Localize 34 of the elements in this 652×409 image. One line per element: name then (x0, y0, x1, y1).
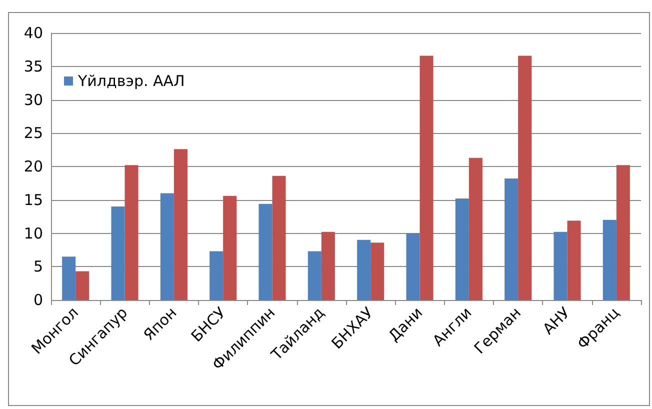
bar (504, 178, 518, 300)
bar (124, 165, 138, 300)
bar (406, 233, 420, 300)
bar (174, 149, 188, 300)
y-tick-label: 20 (24, 158, 43, 176)
bar (518, 56, 532, 300)
bar (468, 158, 482, 300)
y-tick-label: 0 (33, 291, 43, 309)
bar (210, 251, 224, 300)
bar (321, 232, 335, 300)
y-tick-label: 30 (24, 90, 43, 109)
bar (616, 165, 630, 300)
y-tick-label: 5 (33, 258, 43, 276)
bar (602, 220, 616, 300)
legend-label: Үйлдвэр. ААЛ (77, 72, 185, 90)
y-tick-label: 35 (24, 57, 43, 76)
y-tick-label: 10 (24, 224, 43, 242)
bar (160, 193, 174, 300)
y-tick-label: 40 (24, 24, 43, 42)
y-tick-label: 25 (24, 124, 43, 142)
bar (76, 271, 90, 300)
bar (223, 196, 237, 300)
bar (111, 206, 125, 300)
bar (308, 251, 322, 300)
bar (370, 242, 384, 300)
bar (554, 232, 568, 300)
bar (258, 204, 272, 300)
bar (455, 198, 469, 300)
bar (420, 56, 434, 300)
bar (62, 256, 76, 300)
bar (567, 220, 581, 300)
bar (357, 240, 371, 300)
y-tick-label: 15 (24, 190, 43, 209)
bar (272, 176, 286, 300)
